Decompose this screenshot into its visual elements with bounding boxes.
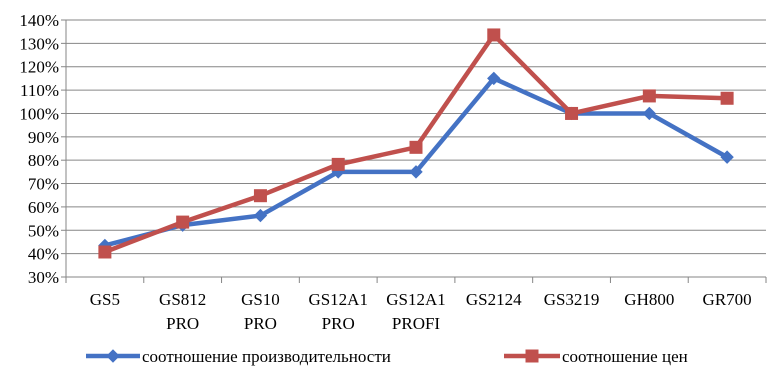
legend-label: соотношение производительности: [142, 347, 391, 366]
y-tick-label: 70%: [28, 175, 59, 194]
legend-swatch-marker: [106, 349, 120, 363]
y-tick-label: 60%: [28, 198, 59, 217]
data-point: [487, 71, 501, 86]
data-point: [253, 208, 268, 223]
data-point: [331, 157, 345, 171]
series-2: [98, 28, 734, 259]
y-tick-label: 130%: [19, 34, 59, 53]
x-tick-label: GS5: [90, 290, 120, 309]
data-point: [253, 189, 267, 203]
series-line: [104, 76, 729, 248]
data-point: [409, 140, 423, 154]
legend: соотношение производительности соотношени…: [86, 347, 688, 366]
x-axis-tick-labels: GS5 GS812 PRO GS10 PRO GS12A1 PRO GS12A1 PROFI GS…: [90, 290, 752, 333]
y-tick-label: 50%: [28, 221, 59, 240]
y-tick-label: 90%: [28, 128, 59, 147]
legend-label: соотношение цен: [562, 347, 688, 366]
data-point: [642, 89, 656, 103]
y-tick-label: 120%: [19, 58, 59, 77]
data-point: [409, 165, 423, 179]
axes: [61, 19, 767, 283]
data-point: [176, 215, 190, 229]
x-tick-label: GS12A1 PROFI: [386, 290, 446, 333]
data-point: [720, 91, 734, 105]
legend-swatch-marker: [525, 349, 539, 363]
legend-item: соотношение цен: [504, 347, 688, 366]
x-tick-label: GS12A1 PRO: [308, 290, 368, 333]
x-tick-label: GR700: [703, 290, 752, 309]
series: [98, 28, 734, 259]
data-point: [98, 245, 112, 259]
y-tick-label: 100%: [19, 104, 59, 123]
x-tick-label: GH800: [624, 290, 674, 309]
x-tick-label: GS2124: [466, 290, 522, 309]
y-tick-label: 140%: [19, 11, 59, 30]
data-point: [720, 150, 734, 164]
x-tick-label: GS3219: [544, 290, 600, 309]
gridlines: [66, 19, 766, 255]
data-point: [642, 106, 657, 121]
data-point: [565, 106, 579, 120]
y-tick-label: 110%: [20, 81, 59, 100]
y-tick-label: 40%: [28, 245, 59, 264]
legend-item: соотношение производительности: [86, 347, 391, 366]
y-tick-label: 30%: [28, 268, 59, 287]
x-tick-label: GS10 PRO: [241, 290, 280, 333]
y-axis-tick-labels: 30% 40% 50% 60% 70% 80% 90% 100% 110% 120% 130% 140…: [19, 11, 59, 287]
x-tick-label: GS812 PRO: [159, 290, 206, 333]
data-point: [487, 28, 501, 42]
y-tick-label: 80%: [28, 151, 59, 170]
